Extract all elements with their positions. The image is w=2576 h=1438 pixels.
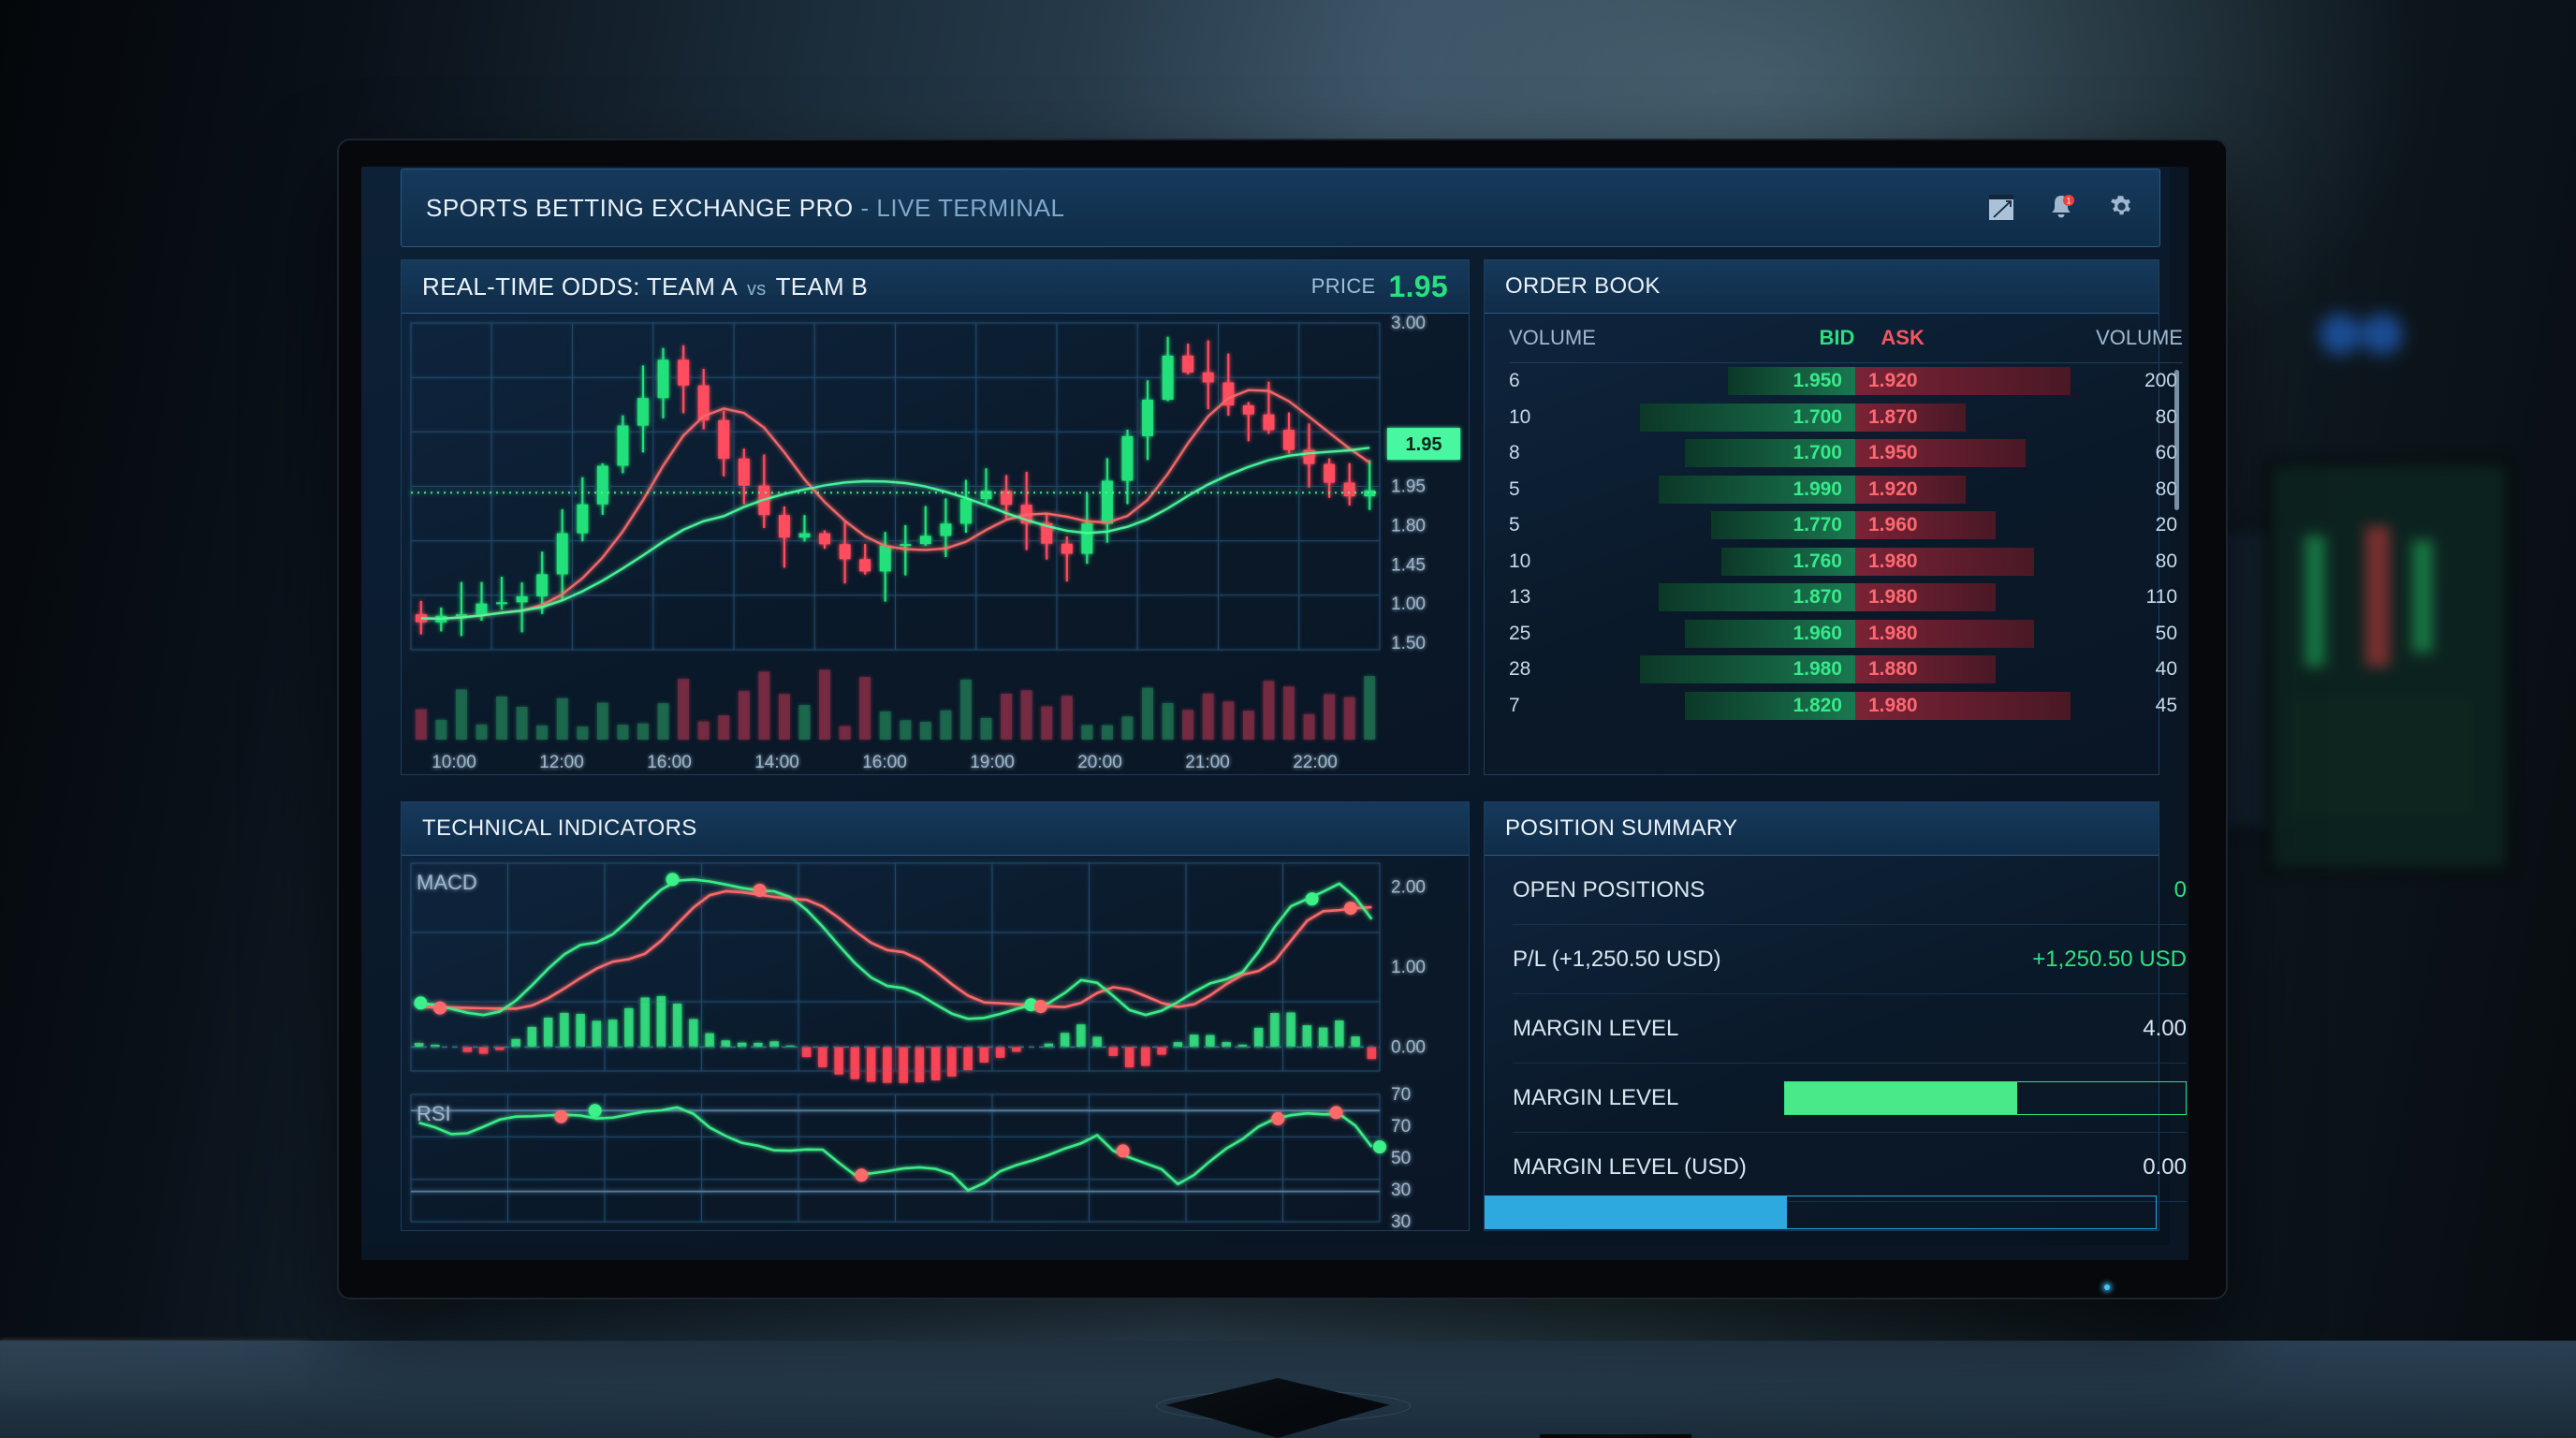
svg-text:0.00: 0.00 xyxy=(1391,1037,1426,1057)
svg-text:16:00: 16:00 xyxy=(647,753,692,772)
svg-text:70: 70 xyxy=(1391,1085,1411,1105)
svg-text:1.95: 1.95 xyxy=(1406,434,1442,455)
svg-text:1: 1 xyxy=(2066,196,2071,205)
svg-text:2.00: 2.00 xyxy=(1391,878,1426,898)
svg-text:1.50: 1.50 xyxy=(1391,634,1426,653)
svg-text:1.00: 1.00 xyxy=(1391,594,1426,614)
svg-text:1.80: 1.80 xyxy=(1391,516,1426,536)
svg-text:30: 30 xyxy=(1391,1181,1411,1200)
svg-text:1.95: 1.95 xyxy=(1391,477,1426,497)
svg-text:1.45: 1.45 xyxy=(1391,555,1426,575)
svg-text:70: 70 xyxy=(1391,1117,1411,1137)
svg-text:3.00: 3.00 xyxy=(1391,314,1426,333)
svg-text:14:00: 14:00 xyxy=(754,753,799,772)
svg-text:22:00: 22:00 xyxy=(1293,753,1338,772)
svg-text:10:00: 10:00 xyxy=(432,753,476,772)
svg-text:12:00: 12:00 xyxy=(539,753,584,772)
svg-text:50: 50 xyxy=(1391,1149,1411,1168)
svg-text:20:00: 20:00 xyxy=(1077,753,1122,772)
svg-text:21:00: 21:00 xyxy=(1185,753,1230,772)
svg-text:1.00: 1.00 xyxy=(1391,958,1426,977)
svg-text:RSI: RSI xyxy=(417,1102,451,1125)
svg-text:MACD: MACD xyxy=(417,871,477,894)
svg-text:19:00: 19:00 xyxy=(970,753,1015,772)
svg-text:30: 30 xyxy=(1391,1212,1411,1231)
svg-text:16:00: 16:00 xyxy=(862,753,907,772)
